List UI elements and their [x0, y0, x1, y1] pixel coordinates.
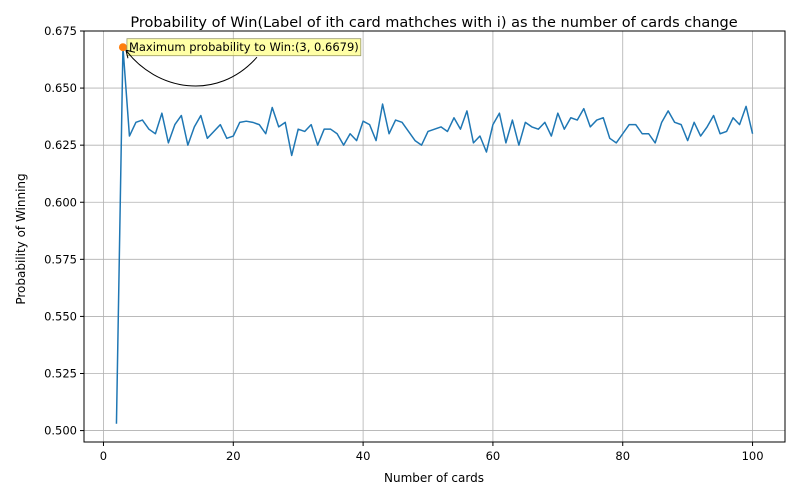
axes-layer: 0 20 40 60 80 100 0.500 0.525 0.550 0.575 0.600 0.6… [44, 24, 786, 463]
x-tick-label: 40 [356, 449, 371, 463]
annotation-arrowhead [125, 49, 136, 59]
annotation-layer: Maximum probability to Win:(3, 0.6679) [125, 38, 362, 87]
x-tick-label: 60 [486, 449, 501, 463]
series-line [115, 46, 754, 424]
max-point-marker [118, 43, 127, 52]
y-tick-label: 0.675 [44, 24, 77, 38]
y-axis-label: Probability of Winning [14, 173, 28, 304]
x-tick-label: 100 [742, 449, 764, 463]
annotation-arrow [125, 49, 258, 87]
x-tick-label: 80 [615, 449, 630, 463]
annotation-box [126, 38, 362, 57]
y-tick-label: 0.625 [44, 138, 77, 152]
y-tick-label: 0.525 [44, 367, 77, 381]
x-axis-label: Number of cards [384, 471, 484, 485]
x-tick-label: 0 [100, 449, 107, 463]
x-tick-label: 20 [226, 449, 241, 463]
annotation-text: Maximum probability to Win:(3, 0.6679) [129, 40, 359, 54]
y-tick-label: 0.550 [44, 309, 77, 323]
y-tick-label: 0.575 [44, 252, 77, 266]
y-tick-label: 0.650 [44, 81, 77, 95]
y-tick-label: 0.500 [44, 424, 77, 438]
axes-frame [83, 30, 786, 443]
series-layer [115, 43, 754, 424]
y-tick-label: 0.600 [44, 195, 77, 209]
chart-title: Probability of Win(Label of ith card mat… [130, 15, 737, 31]
